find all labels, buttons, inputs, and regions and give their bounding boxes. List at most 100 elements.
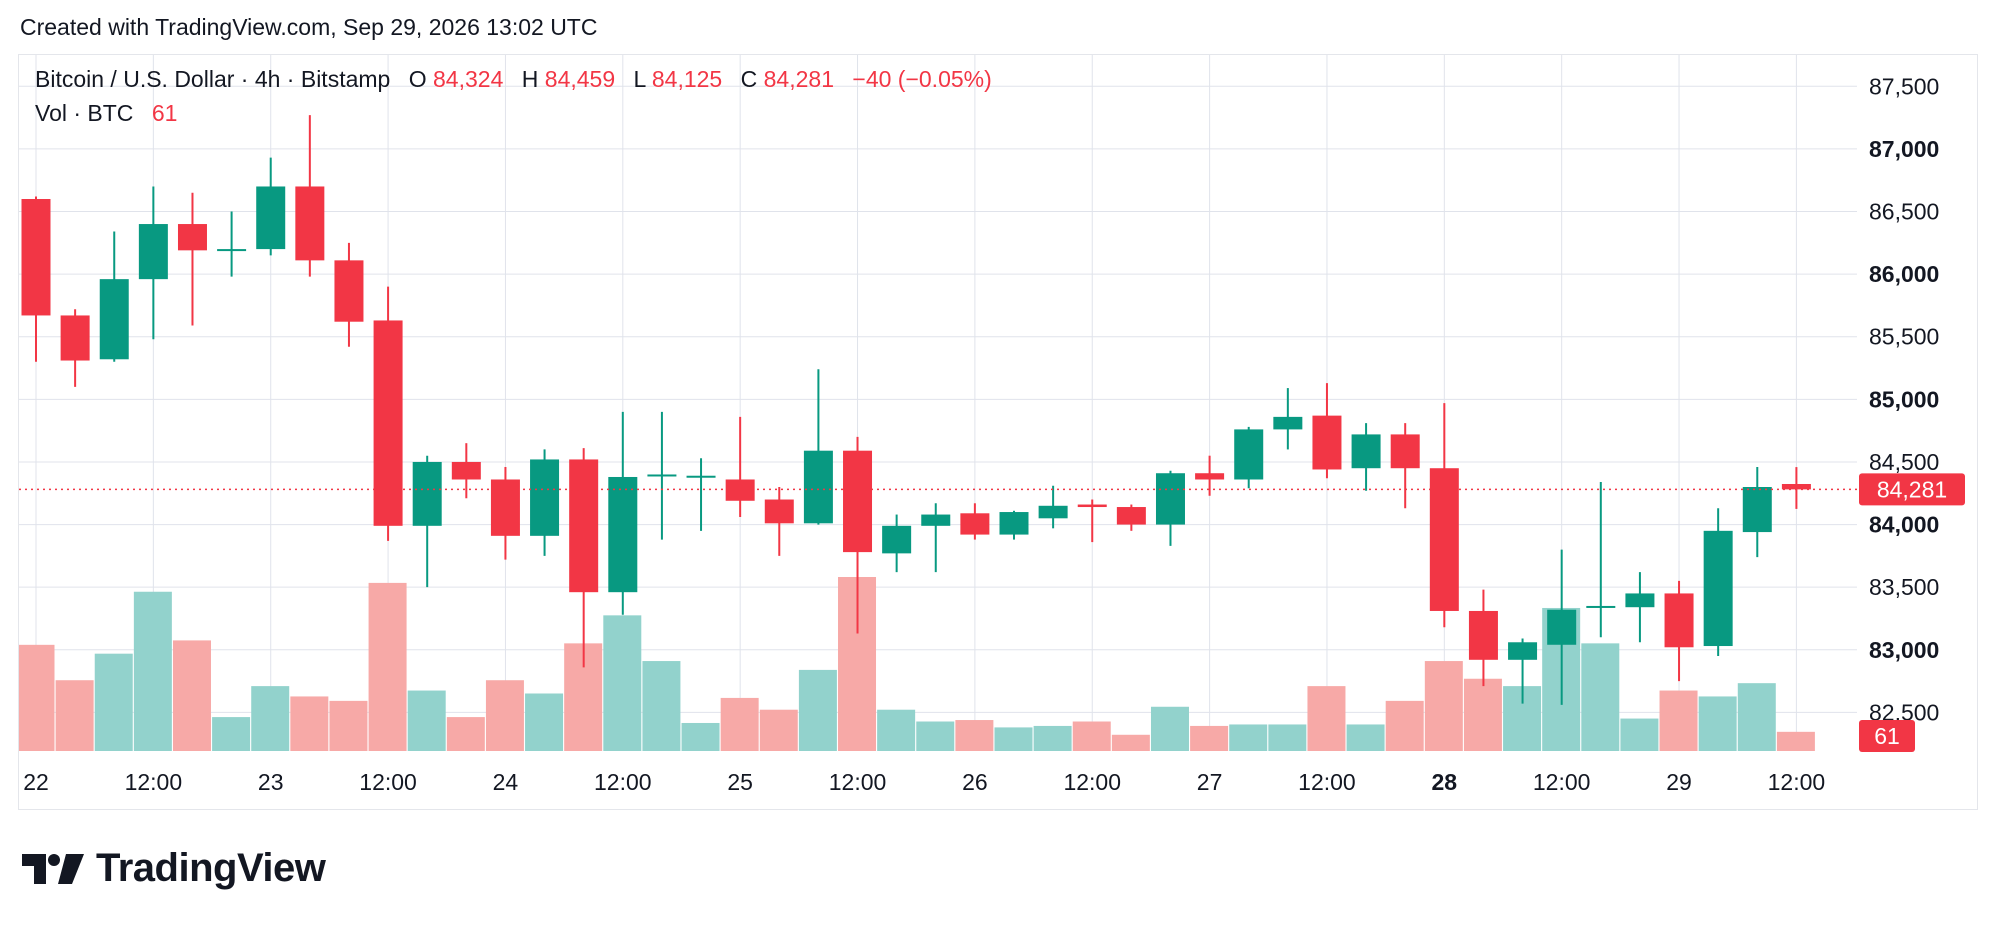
volume-bar bbox=[485, 680, 524, 751]
legend-close-label: C bbox=[741, 66, 758, 92]
candle-body bbox=[1586, 605, 1616, 608]
candle-body bbox=[451, 461, 481, 480]
price-axis-tick-label: 83,500 bbox=[1869, 574, 1939, 600]
candle-body bbox=[764, 499, 794, 524]
volume-bar bbox=[133, 591, 172, 751]
price-axis-tick-label: 86,000 bbox=[1869, 261, 1939, 287]
legend-change: −40 (−0.05%) bbox=[852, 66, 991, 92]
candle-body bbox=[1508, 642, 1538, 660]
volume-bars bbox=[19, 577, 1815, 751]
candle-body bbox=[334, 260, 364, 322]
time-axis-tick-label: 23 bbox=[258, 769, 284, 795]
candle-body bbox=[1116, 507, 1146, 525]
time-axis-tick-label: 26 bbox=[962, 769, 988, 795]
candle-body bbox=[1625, 593, 1655, 608]
volume-bar bbox=[955, 720, 994, 751]
candle-body bbox=[803, 450, 833, 524]
candle-body bbox=[960, 513, 990, 535]
time-axis-tick-label: 27 bbox=[1197, 769, 1223, 795]
price-axis-tick-label: 87,500 bbox=[1869, 73, 1939, 99]
volume-bar bbox=[329, 700, 368, 751]
volume-bar bbox=[172, 640, 211, 751]
volume-bar bbox=[1463, 678, 1502, 751]
candle-body bbox=[1312, 415, 1342, 470]
candles bbox=[21, 115, 1811, 705]
candle-body bbox=[647, 474, 677, 477]
legend-low-value: 84,125 bbox=[652, 66, 722, 92]
tradingview-logo-icon bbox=[22, 853, 84, 884]
volume-bar bbox=[94, 653, 133, 751]
legend-low-label: L bbox=[634, 66, 647, 92]
svg-text:Vol · BTC 61: Vol · BTC 61 bbox=[35, 100, 177, 126]
time-axis-tick-label: 12:00 bbox=[829, 769, 887, 795]
time-axis-tick-label: 12:00 bbox=[125, 769, 183, 795]
price-chart[interactable]: 87,500 87,000 86,500 86,000 85,500 85,000 84,5… bbox=[19, 55, 1979, 811]
legend-high-value: 84,459 bbox=[545, 66, 615, 92]
volume-bar bbox=[1424, 661, 1463, 751]
time-axis-tick-label: 12:00 bbox=[1298, 769, 1356, 795]
price-axis[interactable]: 87,500 87,000 86,500 86,000 85,500 85,000 84,5… bbox=[1859, 73, 1965, 752]
candle-body bbox=[725, 479, 755, 501]
volume-bar bbox=[642, 661, 681, 751]
legend-series-name: Bitcoin / U.S. Dollar · 4h · Bitstamp bbox=[35, 66, 390, 92]
candle-body bbox=[217, 249, 247, 252]
legend: Bitcoin / U.S. Dollar · 4h · Bitstamp O … bbox=[35, 66, 992, 126]
candle-body bbox=[1038, 505, 1068, 519]
legend-volume-label: Vol · BTC bbox=[35, 100, 133, 126]
candle-body bbox=[921, 514, 951, 526]
price-axis-tick-label: 83,000 bbox=[1869, 637, 1939, 663]
volume-bar bbox=[1072, 721, 1111, 751]
candle-body bbox=[530, 459, 560, 536]
candle-body bbox=[1703, 530, 1733, 647]
candle-body bbox=[412, 461, 442, 526]
candle-body bbox=[1155, 473, 1185, 525]
volume-bar bbox=[877, 709, 916, 751]
candle-body bbox=[1077, 504, 1107, 508]
brand-name: TradingView bbox=[96, 846, 326, 890]
candle-body bbox=[138, 224, 168, 280]
volume-bar bbox=[407, 690, 446, 751]
volume-bar bbox=[1229, 724, 1268, 751]
candle-body bbox=[1234, 429, 1264, 480]
last-price-badge bbox=[1859, 473, 1965, 506]
price-axis-tick-label: 85,500 bbox=[1869, 324, 1939, 350]
chart-area[interactable]: 87,500 87,000 86,500 86,000 85,500 85,000 84,5… bbox=[18, 54, 1978, 810]
candle-body bbox=[60, 315, 90, 361]
candle-body bbox=[569, 459, 599, 593]
last-price-badge-label: 84,281 bbox=[1877, 476, 1947, 502]
candle-body bbox=[1429, 468, 1459, 611]
time-axis-tick-label: 12:00 bbox=[1533, 769, 1591, 795]
candle-body bbox=[1664, 593, 1694, 648]
candle-body bbox=[1195, 473, 1225, 480]
candle-body bbox=[1468, 610, 1498, 660]
volume-bar bbox=[368, 582, 407, 751]
legend-open-label: O bbox=[409, 66, 427, 92]
candle-body bbox=[1351, 434, 1381, 469]
volume-bar bbox=[251, 686, 290, 751]
candle-body bbox=[686, 475, 716, 478]
candle-body bbox=[1781, 483, 1811, 490]
volume-bar bbox=[446, 717, 485, 751]
time-axis-tick-label: 22 bbox=[23, 769, 49, 795]
legend-close-value: 84,281 bbox=[764, 66, 834, 92]
candle-body bbox=[373, 320, 403, 526]
volume-bar bbox=[212, 717, 251, 751]
candle-body bbox=[256, 186, 286, 250]
candle-body bbox=[1273, 416, 1303, 430]
volume-bar bbox=[1620, 718, 1659, 751]
last-volume-badge-label: 61 bbox=[1874, 723, 1900, 749]
volume-bar bbox=[798, 669, 837, 751]
volume-bar bbox=[1659, 690, 1698, 751]
volume-bar bbox=[759, 709, 798, 751]
price-axis-tick-label: 86,500 bbox=[1869, 199, 1939, 225]
legend-volume-value: 61 bbox=[152, 100, 178, 126]
volume-bar bbox=[1268, 724, 1307, 751]
volume-bar bbox=[1346, 724, 1385, 751]
volume-bar bbox=[1307, 686, 1346, 751]
candle-body bbox=[295, 186, 325, 261]
volume-bar bbox=[720, 697, 759, 751]
time-axis-tick-label: 12:00 bbox=[594, 769, 652, 795]
candle-body bbox=[490, 479, 520, 536]
time-axis[interactable]: 22 12:00 23 12:00 24 12:00 25 12:00 26 12:00 27 12:… bbox=[23, 769, 1825, 795]
chart-caption: Created with TradingView.com, Sep 29, 20… bbox=[20, 14, 598, 40]
